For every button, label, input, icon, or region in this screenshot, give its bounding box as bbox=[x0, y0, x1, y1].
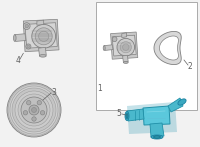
Text: 2: 2 bbox=[188, 61, 192, 71]
Circle shape bbox=[120, 42, 131, 53]
Polygon shape bbox=[23, 19, 59, 52]
Circle shape bbox=[25, 24, 28, 28]
Text: 4: 4 bbox=[16, 56, 21, 65]
Polygon shape bbox=[122, 33, 127, 38]
Polygon shape bbox=[111, 32, 138, 59]
Circle shape bbox=[40, 111, 45, 115]
Polygon shape bbox=[127, 102, 177, 134]
Circle shape bbox=[117, 38, 135, 56]
Circle shape bbox=[112, 37, 117, 42]
Polygon shape bbox=[123, 55, 128, 62]
Circle shape bbox=[23, 111, 28, 115]
Circle shape bbox=[7, 83, 61, 137]
Polygon shape bbox=[150, 123, 164, 137]
Polygon shape bbox=[143, 106, 170, 125]
Polygon shape bbox=[25, 23, 57, 48]
Circle shape bbox=[37, 101, 41, 105]
Ellipse shape bbox=[154, 136, 160, 138]
Polygon shape bbox=[154, 31, 181, 65]
Circle shape bbox=[27, 45, 30, 48]
Polygon shape bbox=[168, 98, 183, 112]
Circle shape bbox=[15, 91, 53, 129]
Text: 5: 5 bbox=[117, 110, 121, 118]
Circle shape bbox=[23, 23, 30, 30]
Ellipse shape bbox=[126, 113, 128, 118]
Circle shape bbox=[27, 101, 31, 105]
Circle shape bbox=[8, 84, 60, 136]
Polygon shape bbox=[104, 45, 113, 50]
Circle shape bbox=[29, 105, 39, 115]
Text: 3: 3 bbox=[52, 87, 56, 96]
Circle shape bbox=[10, 86, 58, 134]
Circle shape bbox=[21, 97, 47, 123]
Circle shape bbox=[123, 44, 129, 50]
Circle shape bbox=[26, 44, 31, 49]
Ellipse shape bbox=[123, 61, 128, 63]
Circle shape bbox=[32, 117, 36, 121]
Polygon shape bbox=[127, 109, 144, 121]
Ellipse shape bbox=[39, 55, 46, 57]
Circle shape bbox=[18, 94, 50, 126]
Circle shape bbox=[35, 28, 52, 45]
Polygon shape bbox=[15, 34, 26, 41]
Ellipse shape bbox=[14, 35, 16, 41]
Polygon shape bbox=[37, 20, 44, 25]
Polygon shape bbox=[112, 35, 136, 56]
Circle shape bbox=[12, 88, 56, 132]
Polygon shape bbox=[39, 47, 46, 56]
Circle shape bbox=[39, 31, 49, 41]
Polygon shape bbox=[160, 36, 178, 60]
Ellipse shape bbox=[151, 135, 163, 139]
Ellipse shape bbox=[103, 46, 105, 50]
Ellipse shape bbox=[178, 99, 186, 105]
FancyBboxPatch shape bbox=[96, 2, 197, 110]
Text: 1: 1 bbox=[98, 83, 102, 92]
Circle shape bbox=[32, 107, 36, 112]
Ellipse shape bbox=[125, 112, 129, 121]
Circle shape bbox=[32, 24, 56, 48]
